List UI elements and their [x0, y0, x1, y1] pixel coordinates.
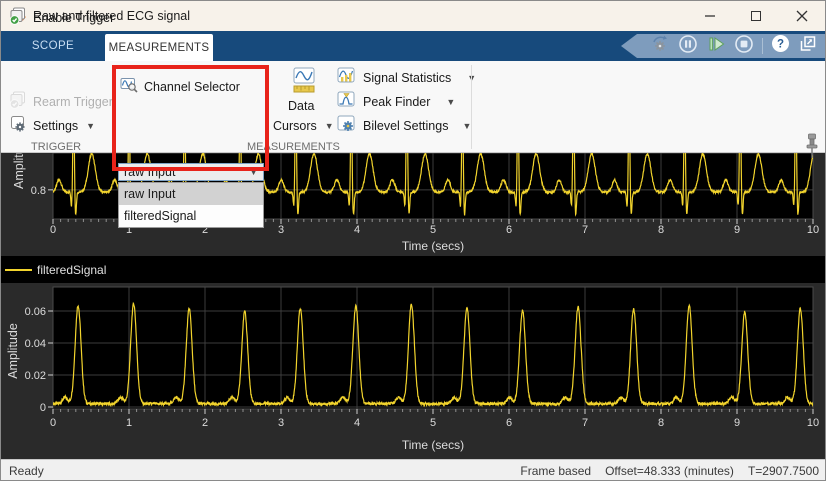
settings-button[interactable]: Settings ▼: [9, 115, 95, 136]
status-frame-based: Frame based: [520, 464, 592, 478]
window-controls: [687, 1, 825, 31]
chevron-down-icon: ▼: [462, 120, 472, 131]
maximize-button[interactable]: [733, 1, 779, 31]
plot-region: 0 1 2 3 4 5 6 7 8 9 10 0.8 Time (secs) Amplitude filt…: [1, 153, 825, 459]
title-bar: Raw and filtered ECG signal: [1, 1, 825, 31]
group-divider: [471, 65, 472, 149]
svg-text:7: 7: [582, 417, 588, 429]
status-ready: Ready: [9, 464, 44, 478]
data-cursors-button[interactable]: [283, 67, 325, 100]
dropdown-option-raw-input[interactable]: raw Input: [119, 183, 263, 205]
svg-text:10: 10: [807, 417, 819, 429]
trigger-group-label: TRIGGER: [31, 141, 82, 153]
svg-text:Amplitude: Amplitude: [6, 323, 20, 379]
channel-selector-combobox[interactable]: raw Input ▼: [118, 163, 264, 181]
svg-text:Time (secs): Time (secs): [402, 438, 464, 452]
svg-text:0.06: 0.06: [25, 306, 46, 318]
svg-text:3: 3: [278, 417, 284, 429]
window-title: Raw and filtered ECG signal: [33, 9, 191, 23]
toolbar-divider: [762, 38, 763, 54]
data-cursors-label-line1[interactable]: Data: [288, 99, 315, 113]
simulation-settings-icon[interactable]: [650, 34, 670, 58]
svg-text:1: 1: [126, 224, 132, 236]
status-bar: Ready Frame based Offset=48.333 (minutes…: [1, 459, 825, 480]
chevron-down-icon: ▼: [86, 120, 96, 131]
toolstrip: Enable Trigger Rearm Trigger: [1, 7, 825, 228]
tab-scope[interactable]: SCOPE: [31, 40, 75, 52]
combobox-caret-icon: ▼: [249, 167, 258, 177]
svg-text:Time (secs): Time (secs): [402, 239, 464, 253]
close-button[interactable]: [779, 1, 825, 31]
legend-strip: filteredSignal: [1, 256, 825, 283]
rearm-trigger-button: Rearm Trigger: [9, 91, 113, 112]
channel-selector-button[interactable]: Channel Selector: [120, 77, 240, 96]
channel-selector-label: Channel Selector: [144, 79, 240, 94]
channel-selector-icon: [120, 77, 138, 96]
svg-text:2: 2: [202, 417, 208, 429]
signal-statistics-label: Signal Statistics: [363, 70, 452, 85]
peak-finder-icon: [337, 91, 357, 112]
rearm-trigger-label: Rearm Trigger: [33, 94, 113, 109]
svg-text:6: 6: [506, 417, 512, 429]
svg-text:8: 8: [658, 224, 664, 236]
svg-text:0: 0: [40, 402, 46, 414]
svg-text:2: 2: [202, 224, 208, 236]
rearm-trigger-icon: [9, 91, 27, 112]
svg-text:0.8: 0.8: [31, 185, 46, 197]
peak-finder-button[interactable]: Peak Finder ▼: [337, 91, 455, 112]
signal-statistics-icon: [337, 67, 357, 88]
step-forward-icon[interactable]: [706, 34, 726, 58]
settings-label: Settings: [33, 118, 79, 133]
pushpin-icon[interactable]: [804, 133, 820, 165]
combobox-value: raw Input: [124, 165, 176, 179]
svg-text:3: 3: [278, 224, 284, 236]
minimize-button[interactable]: [687, 1, 733, 31]
bilevel-settings-button[interactable]: Bilevel Settings ▼: [337, 115, 471, 136]
status-time: T=2907.7500: [747, 464, 819, 478]
filtered-signal-plot: 0 1 2 3 4 5 6 7 8 9 10 0 0.02 0.04 0.06 Time (secs) Ampl…: [6, 286, 819, 452]
tab-measurements[interactable]: MEASUREMENTS: [105, 34, 213, 61]
svg-text:0: 0: [50, 417, 56, 429]
svg-text:Amplitude: Amplitude: [12, 153, 26, 189]
simulation-toolbar: ?: [621, 34, 825, 58]
chevron-down-icon: ▼: [324, 121, 334, 131]
channel-selector-dropdown: raw Input filteredSignal: [118, 182, 264, 228]
svg-text:5: 5: [430, 224, 436, 236]
enable-trigger-label: Enable Trigger: [33, 10, 115, 25]
svg-text:10: 10: [807, 224, 819, 236]
popout-dock-icon[interactable]: [798, 34, 817, 58]
dropdown-option-filtered-signal[interactable]: filteredSignal: [119, 205, 263, 227]
legend-entry-filtered-signal[interactable]: filteredSignal: [37, 262, 107, 277]
svg-text:9: 9: [734, 417, 740, 429]
svg-text:9: 9: [734, 224, 740, 236]
settings-gear-icon: [9, 115, 27, 136]
enable-trigger-button[interactable]: Enable Trigger: [9, 7, 114, 28]
enable-trigger-icon: [9, 7, 27, 28]
svg-text:4: 4: [354, 417, 360, 429]
chevron-down-icon: ▼: [446, 96, 456, 107]
svg-text:7: 7: [582, 224, 588, 236]
peak-finder-label: Peak Finder: [363, 94, 431, 109]
stop-button-icon[interactable]: [734, 34, 754, 58]
help-button-icon[interactable]: ?: [771, 34, 790, 58]
svg-text:0.02: 0.02: [25, 370, 46, 382]
svg-text:?: ?: [777, 39, 784, 51]
svg-text:0: 0: [50, 224, 56, 236]
data-cursors-icon: [291, 67, 317, 100]
status-offset: Offset=48.333 (minutes): [605, 464, 734, 478]
signal-statistics-button[interactable]: Signal Statistics ▼: [337, 67, 476, 88]
svg-text:1: 1: [126, 417, 132, 429]
bilevel-settings-label: Bilevel Settings: [363, 118, 449, 133]
svg-text:6: 6: [506, 224, 512, 236]
pause-button-icon[interactable]: [678, 34, 698, 58]
bilevel-settings-icon: [337, 115, 357, 136]
svg-text:0.04: 0.04: [25, 338, 46, 350]
svg-text:4: 4: [354, 224, 360, 236]
svg-text:5: 5: [430, 417, 436, 429]
legend-line-swatch: [5, 268, 32, 271]
data-cursors-label-line2[interactable]: Cursors ▼: [273, 119, 334, 133]
svg-text:8: 8: [658, 417, 664, 429]
measurements-group-label: MEASUREMENTS: [247, 141, 340, 153]
